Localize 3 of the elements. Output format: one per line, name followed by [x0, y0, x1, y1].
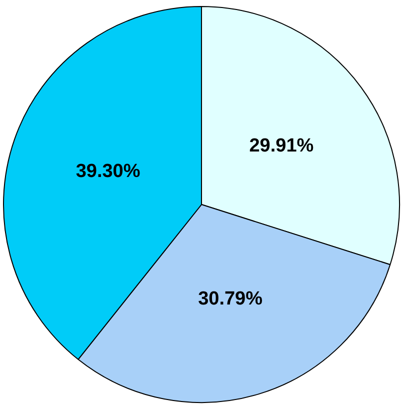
data-label: 29.91% — [249, 135, 314, 156]
data-label: 30.79% — [198, 288, 263, 310]
data-label: 39.30% — [76, 161, 140, 182]
